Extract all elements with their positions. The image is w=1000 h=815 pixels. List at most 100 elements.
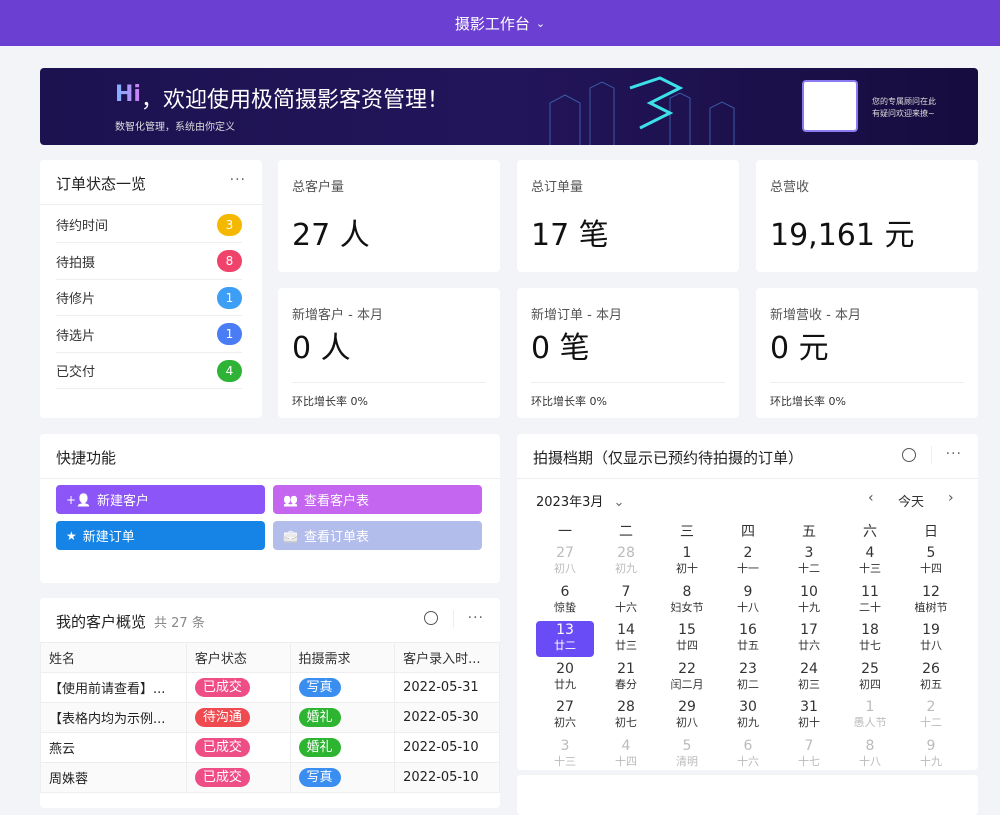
- calendar-day[interactable]: 4 十四: [597, 737, 655, 773]
- users-icon: 👥: [283, 492, 298, 507]
- day-number: 7: [804, 737, 814, 754]
- workspace-switcher[interactable]: 摄影工作台 ⌄: [0, 0, 1000, 46]
- table-row[interactable]: 【使用前请查看】... 已成交 写真 2022-05-31: [40, 672, 500, 703]
- order-status-item[interactable]: 待选片 1: [56, 317, 242, 353]
- calendar-day[interactable]: 3 十三: [536, 737, 594, 773]
- quick-button-label: 新建客户: [97, 494, 150, 509]
- status-label: 待约时间: [56, 219, 109, 234]
- calendar-day[interactable]: 15 廿四: [658, 621, 716, 657]
- calendar-day[interactable]: 23 初二: [719, 660, 777, 696]
- calendar-day[interactable]: 14 廿三: [597, 621, 655, 657]
- calendar-day[interactable]: 5 十四: [902, 544, 960, 580]
- order-status-item[interactable]: 待修片 1: [56, 280, 242, 316]
- calendar-day[interactable]: 7 十六: [597, 583, 655, 619]
- calendar-day[interactable]: 3 十二: [780, 544, 838, 580]
- calendar-day[interactable]: 9 十八: [719, 583, 777, 619]
- stat-card: 总营收 19,161 元: [756, 160, 978, 272]
- calendar-day[interactable]: 28 初七: [597, 698, 655, 734]
- day-number: 24: [800, 660, 818, 677]
- day-number: 18: [861, 622, 879, 638]
- more-icon[interactable]: ···: [945, 446, 962, 462]
- day-number: 9: [743, 583, 753, 600]
- qr-code: [802, 80, 858, 132]
- more-icon[interactable]: ···: [467, 610, 484, 626]
- calendar-day[interactable]: 12 植树节: [902, 583, 960, 619]
- calendar-day[interactable]: 8 十八: [841, 737, 899, 773]
- calendar-day[interactable]: 6 惊蛰: [536, 583, 594, 619]
- calendar-day[interactable]: 5 清明: [658, 737, 716, 773]
- calendar-day[interactable]: 13 廿二: [536, 621, 594, 657]
- column-header[interactable]: 拍摄需求: [289, 642, 396, 673]
- lunar-date: 初四: [859, 677, 881, 691]
- day-number: 27: [556, 699, 574, 715]
- day-number: 2: [743, 545, 753, 561]
- more-icon[interactable]: ···: [229, 172, 246, 188]
- day-number: 6: [560, 583, 570, 600]
- calendar-day[interactable]: 1 愚人节: [841, 698, 899, 734]
- day-number: 22: [678, 660, 696, 677]
- lunar-date: 廿四: [676, 639, 698, 652]
- customer-overview-card: 我的客户概览 共 27 条 ··· 姓名 客户状态 拍摄需求 客户录入时... 【使用…: [40, 598, 500, 808]
- calendar-day[interactable]: 20 廿九: [536, 660, 594, 696]
- calendar-day[interactable]: 21 春分: [597, 660, 655, 696]
- calendar-day[interactable]: 9 十九: [902, 737, 960, 773]
- calendar-day[interactable]: 1 初十: [658, 544, 716, 580]
- need-tag: 写真: [298, 768, 341, 787]
- today-button[interactable]: 今天: [898, 495, 925, 510]
- calendar-day[interactable]: 2 十二: [902, 698, 960, 734]
- order-status-item[interactable]: 已交付 4: [56, 353, 242, 389]
- prev-month-button[interactable]: ‹: [868, 490, 874, 506]
- quick-button[interactable]: 💼 查看订单表: [273, 521, 482, 550]
- calendar-day[interactable]: 11 二十: [841, 583, 899, 619]
- calendar-day[interactable]: 22 闰二月: [658, 660, 716, 696]
- calendar-day[interactable]: 26 初五: [902, 660, 960, 696]
- next-month-button[interactable]: ›: [948, 490, 954, 506]
- search-icon[interactable]: [902, 448, 916, 462]
- quick-button[interactable]: ★ 新建订单: [56, 521, 265, 550]
- status-tag: 已成交: [194, 678, 250, 697]
- calendar-day[interactable]: 16 廿五: [719, 621, 777, 657]
- day-number: 27: [556, 545, 574, 561]
- lunar-date: 廿六: [798, 639, 820, 652]
- calendar-day[interactable]: 4 十三: [841, 544, 899, 580]
- calendar-day[interactable]: 6 十六: [719, 737, 777, 773]
- calendar-day[interactable]: 7 十七: [780, 737, 838, 773]
- day-number: 7: [621, 583, 631, 600]
- order-status-item[interactable]: 待约时间 3: [56, 207, 242, 243]
- calendar-day[interactable]: 18 廿七: [841, 621, 899, 657]
- table-row[interactable]: 周姝蓉 已成交 写真 2022-05-10: [40, 762, 500, 793]
- column-header[interactable]: 客户录入时...: [394, 642, 500, 673]
- calendar-day[interactable]: 27 初六: [536, 698, 594, 734]
- calendar-day[interactable]: 31 初十: [780, 698, 838, 734]
- quick-button[interactable]: +👤 新建客户: [56, 485, 265, 514]
- calendar-day[interactable]: 2 十一: [719, 544, 777, 580]
- calendar-day[interactable]: 10 十九: [780, 583, 838, 619]
- calendar-day[interactable]: 17 廿六: [780, 621, 838, 657]
- lunar-date: 十八: [859, 754, 881, 768]
- order-status-item[interactable]: 待拍摄 8: [56, 244, 242, 280]
- customer-count: 共 27 条: [154, 616, 205, 631]
- column-header[interactable]: 姓名: [40, 642, 187, 673]
- calendar-day[interactable]: 25 初四: [841, 660, 899, 696]
- quick-button[interactable]: 👥 查看客户表: [273, 485, 482, 514]
- table-row[interactable]: 燕云 已成交 婚礼 2022-05-10: [40, 732, 500, 763]
- calendar-day[interactable]: 29 初八: [658, 698, 716, 734]
- stat-label: 总订单量: [531, 180, 584, 195]
- entry-date: 2022-05-10: [394, 732, 500, 763]
- calendar-day[interactable]: 30 初九: [719, 698, 777, 734]
- calendar-day[interactable]: 27 初八: [536, 544, 594, 580]
- day-number: 26: [922, 660, 940, 677]
- calendar-day[interactable]: 19 廿八: [902, 621, 960, 657]
- calendar-day[interactable]: 24 初三: [780, 660, 838, 696]
- table-row[interactable]: 【表格内均为示例... 待沟通 婚礼 2022-05-30: [40, 702, 500, 733]
- calendar-day[interactable]: 28 初九: [597, 544, 655, 580]
- calendar-day[interactable]: 8 妇女节: [658, 583, 716, 619]
- stat-card: 总客户量 27 人: [278, 160, 500, 272]
- quick-button-label: 新建订单: [82, 530, 135, 545]
- day-number: 30: [739, 699, 757, 715]
- column-header[interactable]: 客户状态: [185, 642, 291, 673]
- search-icon[interactable]: [424, 611, 438, 625]
- need-tag: 婚礼: [298, 738, 341, 757]
- month-picker[interactable]: 2023年3月 ⌄: [536, 491, 624, 510]
- day-number: 28: [617, 545, 635, 561]
